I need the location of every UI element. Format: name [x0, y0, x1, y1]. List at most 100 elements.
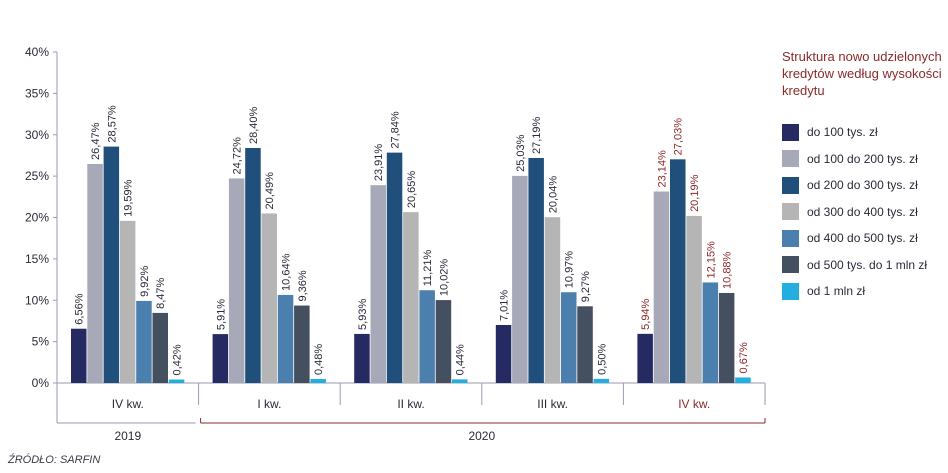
bar: [637, 333, 653, 383]
bar: [119, 220, 136, 383]
data-label: 23,91%: [373, 144, 385, 182]
data-label: 5,91%: [215, 299, 227, 330]
legend-label: do 100 tys. zł: [807, 125, 878, 140]
legend-swatch: [782, 123, 799, 141]
legend-item: od 1 mln zł: [782, 278, 942, 305]
data-label: 28,57%: [106, 105, 118, 143]
legend-item: od 500 tys. do 1 mln zł: [782, 252, 942, 279]
data-label: 0,42%: [172, 344, 184, 375]
bar: [452, 379, 468, 383]
y-tick-label: 25%: [25, 169, 49, 183]
y-tick-label: 35%: [25, 86, 49, 100]
data-label: 10,88%: [722, 251, 734, 289]
year-label: 2020: [468, 429, 495, 443]
bar: [294, 305, 310, 383]
bar: [310, 379, 326, 383]
data-label: 5,94%: [640, 298, 652, 329]
bar: [261, 213, 277, 383]
legend-item: od 400 do 500 tys. zł: [782, 225, 942, 252]
bar: [577, 306, 593, 383]
bar: [718, 292, 735, 383]
y-tick-label: 5%: [32, 335, 50, 349]
data-label: 23,14%: [656, 150, 668, 188]
bar: [212, 334, 229, 383]
data-label: 0,48%: [313, 344, 325, 375]
data-label: 7,01%: [499, 290, 511, 321]
data-label: 9,92%: [139, 266, 151, 297]
bar: [653, 191, 670, 383]
bar: [670, 159, 686, 383]
bar: [152, 312, 168, 383]
bar: [168, 379, 185, 383]
legend-label: od 300 do 400 tys. zł: [807, 204, 918, 219]
legend-swatch: [782, 203, 799, 221]
data-label: 20,49%: [264, 172, 276, 210]
bar-chart: 0% 5% 10% 15% 20% 25% 30% 35% 40% 6,56% 26,47% 28,…: [25, 45, 766, 443]
data-label: 6,56%: [74, 293, 86, 324]
data-label: 20,04%: [547, 176, 559, 214]
legend-swatch: [782, 150, 799, 168]
category-label: IV kw.: [112, 397, 144, 411]
legend-swatch: [782, 176, 799, 194]
bar: [403, 212, 419, 383]
chart-bars: [71, 146, 751, 383]
data-label: 25,03%: [515, 134, 527, 172]
data-label: 0,44%: [455, 344, 467, 375]
bar: [419, 290, 435, 383]
data-label: 10,97%: [564, 251, 576, 289]
legend-item: do 100 tys. zł: [782, 119, 942, 146]
data-labels: 6,56% 26,47% 28,57% 19,59% 9,92% 8,47% 0,42% 5,…: [74, 105, 750, 375]
bar: [370, 185, 386, 383]
bar: [386, 152, 403, 383]
bar: [277, 294, 294, 383]
data-label: 8,47%: [155, 278, 167, 309]
legend-label: od 400 do 500 tys. zł: [807, 231, 918, 246]
bar: [495, 324, 512, 383]
bar: [245, 147, 261, 383]
bar: [512, 175, 528, 383]
category-label: IV kw.: [678, 397, 710, 411]
data-label: 10,64%: [281, 253, 293, 291]
y-tick-label: 30%: [25, 128, 49, 142]
data-label: 26,47%: [90, 122, 102, 160]
bar: [136, 300, 152, 383]
data-label: 5,93%: [357, 299, 369, 330]
bar: [702, 282, 719, 383]
data-label: 20,19%: [689, 174, 701, 212]
legend-swatch: [782, 256, 799, 274]
data-label: 28,40%: [248, 106, 260, 144]
data-label: 19,59%: [123, 179, 135, 217]
data-label: 11,21%: [422, 250, 434, 287]
legend-swatch: [782, 282, 799, 300]
bar: [561, 292, 577, 383]
legend-item: od 300 do 400 tys. zł: [782, 199, 942, 226]
bar: [544, 217, 561, 383]
legend-item: od 100 do 200 tys. zł: [782, 146, 942, 173]
y-tick-label: 15%: [25, 252, 49, 266]
legend-item: od 200 do 300 tys. zł: [782, 172, 942, 199]
legend-label: od 1 mln zł: [807, 284, 866, 299]
bar: [103, 146, 120, 383]
bar: [71, 328, 87, 383]
data-label: 27,84%: [390, 111, 402, 149]
category-label: III kw.: [537, 397, 568, 411]
bar: [686, 215, 702, 383]
bar: [87, 163, 103, 383]
data-label: 20,65%: [406, 171, 418, 209]
year-label: 2019: [114, 429, 141, 443]
bar: [228, 178, 245, 383]
y-tick-label: 40%: [25, 45, 49, 59]
bar: [435, 300, 452, 383]
bar: [528, 158, 544, 383]
y-tick-label: 0%: [32, 376, 50, 390]
y-tick-label: 10%: [25, 293, 49, 307]
bar: [735, 377, 751, 383]
y-tick-label: 20%: [25, 211, 49, 225]
bar: [593, 378, 610, 383]
data-label: 24,72%: [232, 137, 244, 175]
category-label: I kw.: [257, 397, 281, 411]
data-label: 9,27%: [580, 271, 592, 302]
legend: Struktura nowo udzielonych kredytów wedł…: [782, 48, 942, 305]
category-label: II kw.: [397, 397, 424, 411]
legend-title: Struktura nowo udzielonych kredytów wedł…: [782, 49, 942, 98]
